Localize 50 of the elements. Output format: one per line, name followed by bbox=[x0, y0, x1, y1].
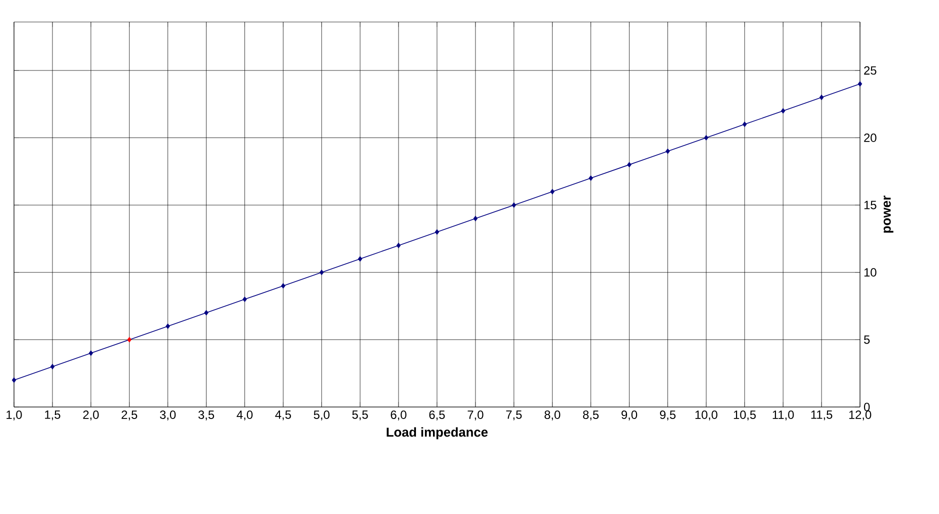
y-tick-label: 0 bbox=[864, 402, 870, 412]
point bbox=[780, 108, 786, 114]
y-tick-label: 15 bbox=[864, 200, 876, 210]
point bbox=[396, 242, 401, 248]
point bbox=[627, 162, 632, 168]
point bbox=[473, 216, 478, 222]
point bbox=[242, 296, 247, 302]
x-tick-label: 4,0 bbox=[236, 410, 253, 420]
point bbox=[281, 283, 286, 289]
x-axis-title: Load impedance bbox=[386, 427, 488, 440]
x-tick-label: 4,5 bbox=[275, 410, 291, 420]
y-tick-label: 20 bbox=[864, 134, 876, 142]
x-tick-label: 1,0 bbox=[6, 410, 22, 420]
x-tick-label: 11,0 bbox=[772, 410, 794, 420]
point bbox=[434, 229, 440, 235]
x-tick-label: 8,5 bbox=[583, 410, 599, 420]
x-tick-label: 9,0 bbox=[622, 410, 638, 420]
point bbox=[588, 175, 593, 181]
x-tick-label: 9,5 bbox=[660, 410, 676, 420]
x-tick-label: 1,5 bbox=[45, 410, 60, 420]
point bbox=[858, 81, 862, 87]
x-tick-label: 12,0 bbox=[849, 410, 872, 420]
x-tick-label: 11,5 bbox=[811, 410, 832, 420]
point bbox=[742, 122, 747, 128]
x-tick-label: 3,5 bbox=[198, 410, 214, 420]
point bbox=[512, 202, 516, 208]
x-tick-label: 10,0 bbox=[695, 410, 718, 420]
x-tick-label: 3,0 bbox=[160, 410, 176, 420]
x-tick-label: 2,0 bbox=[83, 410, 99, 420]
point bbox=[358, 256, 362, 262]
x-tick-label: 5,5 bbox=[352, 410, 368, 420]
x-tick-label: 5,0 bbox=[314, 410, 330, 420]
x-tick-label: 6,0 bbox=[390, 410, 406, 420]
x-tick-label: 6,5 bbox=[429, 410, 445, 420]
point bbox=[320, 270, 324, 276]
point bbox=[50, 364, 55, 370]
y-tick-label: 5 bbox=[864, 336, 870, 344]
x-tick-label: 2,5 bbox=[122, 410, 138, 420]
y-axis-title: power bbox=[884, 196, 894, 233]
point bbox=[127, 336, 132, 342]
point bbox=[88, 350, 94, 356]
point bbox=[550, 188, 555, 194]
x-tick-label: 10,5 bbox=[734, 410, 756, 420]
x-tick-label: 8,0 bbox=[544, 410, 560, 420]
x-tick-label: 7,5 bbox=[506, 410, 522, 420]
y-tick-label: 25 bbox=[864, 66, 876, 75]
y-tick-label: 10 bbox=[864, 268, 876, 277]
x-tick-label: 7,0 bbox=[468, 410, 484, 420]
point bbox=[12, 377, 16, 383]
point bbox=[819, 94, 824, 100]
